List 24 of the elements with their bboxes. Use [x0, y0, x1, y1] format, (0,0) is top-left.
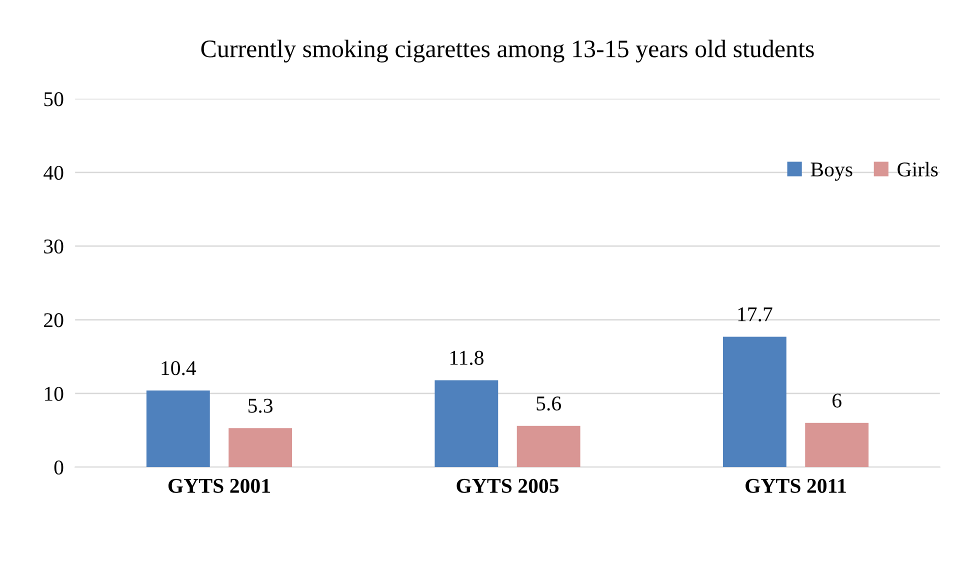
x-tick-label: GYTS 2011 [746, 478, 846, 493]
data-label: 5.3 [248, 398, 273, 413]
bar [722, 336, 786, 468]
bar [516, 426, 580, 468]
y-tick-label: 50 [44, 92, 64, 106]
bar [146, 390, 210, 468]
x-tick-label: GYTS 2005 [456, 478, 559, 493]
bar [228, 428, 292, 468]
y-tick-label: 40 [44, 166, 64, 180]
bar [805, 422, 869, 468]
y-tick-label: 30 [44, 239, 64, 254]
data-label: 6 [832, 394, 842, 408]
data-label: 10.4 [162, 361, 196, 376]
chart-title: Currently smoking cigarettes among 13-15 years old students [201, 40, 814, 62]
bar [434, 380, 498, 468]
y-tick-label: 20 [44, 313, 64, 328]
legend-label: Girls [898, 162, 938, 177]
x-tick-label: GYTS 2001 [168, 478, 270, 493]
data-label: 17.7 [738, 307, 772, 322]
data-label: 11.8 [450, 350, 484, 365]
data-label: 5.6 [536, 396, 561, 411]
legend-label: Boys [810, 162, 852, 181]
y-tick-label: 10 [45, 386, 64, 401]
y-tick-label: 0 [54, 460, 64, 475]
